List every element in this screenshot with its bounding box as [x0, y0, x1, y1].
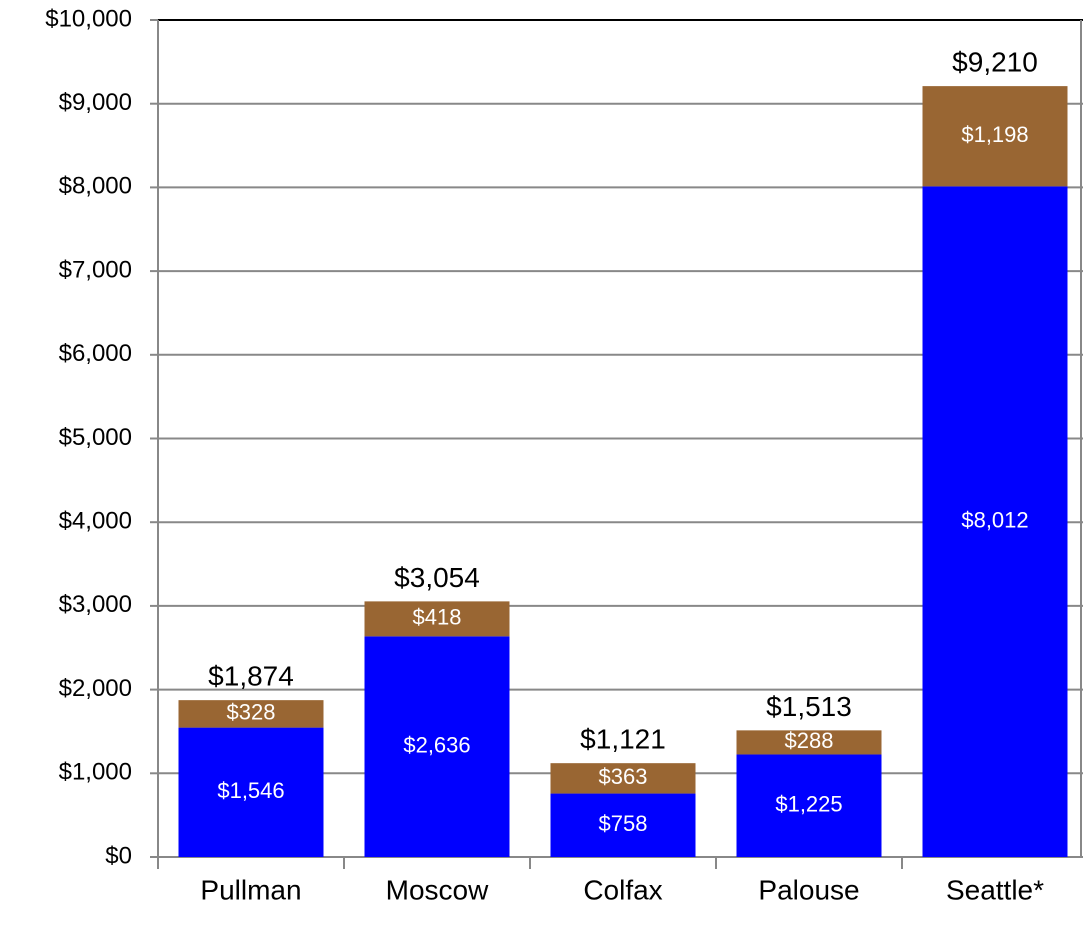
x-tick-label: Colfax [583, 874, 662, 905]
bar-segment [364, 601, 510, 637]
value-label: $1,225 [775, 792, 842, 817]
total-label: $1,513 [766, 691, 852, 722]
y-tick-label: $0 [105, 842, 132, 869]
total-label: $3,054 [394, 562, 480, 593]
y-tick-label: $2,000 [59, 675, 132, 702]
y-tick-label: $10,000 [45, 5, 132, 32]
value-label: $363 [599, 764, 648, 789]
y-tick-label: $7,000 [59, 256, 132, 283]
bar-segment [922, 86, 1068, 187]
bar-segment [736, 754, 882, 857]
y-tick-label: $9,000 [59, 89, 132, 116]
bar-segment [178, 727, 324, 857]
bar-segment [178, 700, 324, 728]
total-label: $9,210 [952, 47, 1038, 78]
y-tick-label: $5,000 [59, 424, 132, 451]
x-tick-label: Seattle* [946, 874, 1044, 905]
value-label: $758 [599, 811, 648, 836]
value-label: $1,198 [961, 122, 1028, 147]
x-tick-label: Moscow [386, 874, 489, 905]
y-tick-label: $4,000 [59, 508, 132, 535]
value-label: $328 [227, 700, 276, 725]
value-label: $8,012 [961, 508, 1028, 533]
value-label: $288 [785, 728, 834, 753]
x-tick-label: Palouse [758, 874, 859, 905]
total-label: $1,874 [208, 661, 294, 692]
bar-segment [736, 730, 882, 755]
y-tick-label: $8,000 [59, 173, 132, 200]
x-tick-label: Pullman [200, 874, 301, 905]
value-label: $418 [413, 605, 462, 630]
value-label: $1,546 [217, 778, 284, 803]
bar-segment [922, 186, 1068, 857]
bar-segment [550, 793, 696, 857]
y-tick-label: $3,000 [59, 591, 132, 618]
value-label: $2,636 [403, 732, 470, 757]
y-tick-label: $6,000 [59, 340, 132, 367]
bar-segment [364, 636, 510, 857]
total-label: $1,121 [580, 724, 666, 755]
bar-segment [550, 763, 696, 794]
y-tick-label: $1,000 [59, 759, 132, 786]
